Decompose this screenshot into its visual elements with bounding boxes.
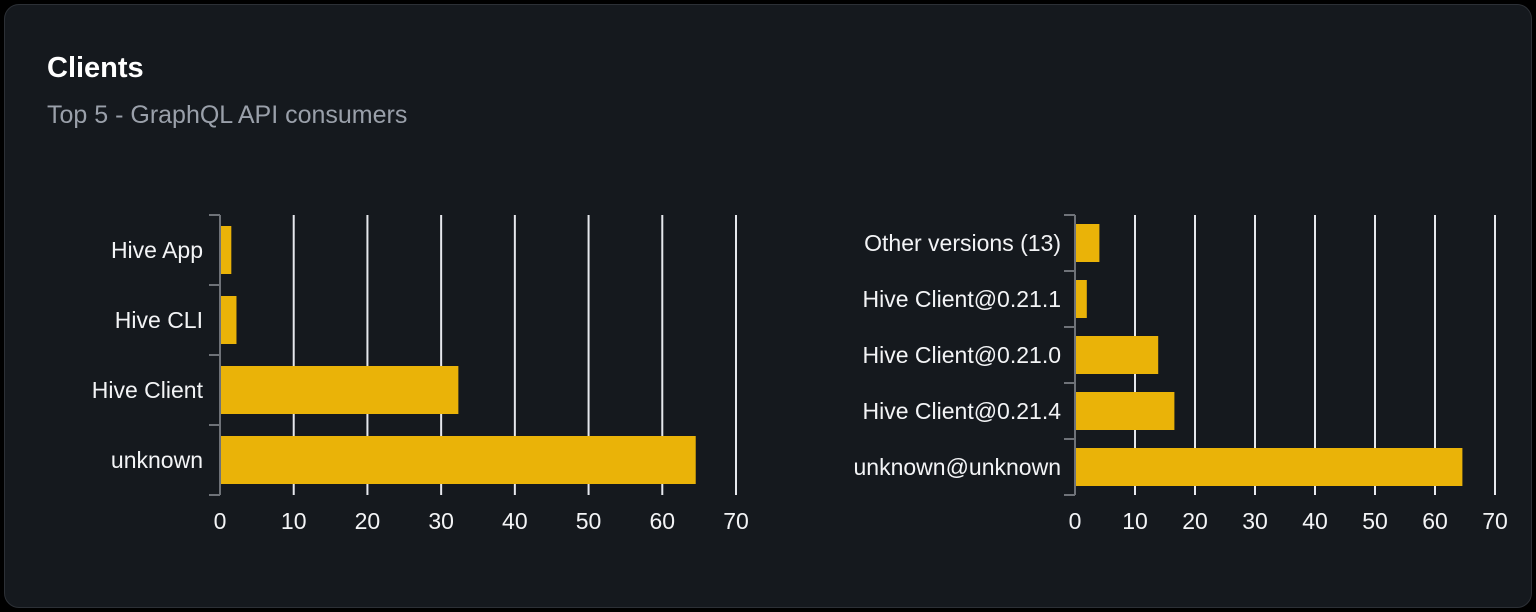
bar-unknown[interactable] [221,436,696,484]
x-tick-label-40: 40 [502,508,528,534]
x-tick-label-0: 0 [214,508,227,534]
x-tick-label-60: 60 [1422,508,1448,534]
category-label-hive-client-0-21-1: Hive Client@0.21.1 [863,286,1062,312]
x-tick-label-20: 20 [1182,508,1208,534]
bar-hive-client-0-21-1[interactable] [1076,280,1087,318]
bar-unknown-unknown[interactable] [1076,448,1463,486]
x-tick-label-40: 40 [1302,508,1328,534]
x-tick-label-20: 20 [355,508,381,534]
x-tick-label-70: 70 [1482,508,1508,534]
x-tick-label-10: 10 [281,508,307,534]
category-label-hive-app: Hive App [111,237,203,263]
category-label-hive-client: Hive Client [92,377,204,403]
bar-hive-client-0-21-4[interactable] [1076,392,1175,430]
x-tick-label-0: 0 [1069,508,1082,534]
category-label-other-versions-13: Other versions (13) [864,230,1061,256]
card-title: Clients [47,52,144,84]
category-label-hive-client-0-21-0: Hive Client@0.21.0 [863,342,1062,368]
card-subtitle: Top 5 - GraphQL API consumers [47,101,408,129]
category-label-unknown: unknown [111,447,203,473]
category-label-hive-client-0-21-4: Hive Client@0.21.4 [863,398,1062,424]
bar-other-versions-13[interactable] [1076,224,1100,262]
x-tick-label-10: 10 [1122,508,1148,534]
clients-card: Clients Top 5 - GraphQL API consumers Hi… [4,4,1532,608]
x-tick-label-30: 30 [428,508,454,534]
x-tick-label-70: 70 [723,508,749,534]
clients-by-version-bar-chart: Other versions (13) Hive Client@0.21.1 Hiv… [854,214,1508,534]
x-tick-label-60: 60 [649,508,675,534]
category-label-hive-cli: Hive CLI [115,307,203,333]
bar-hive-app[interactable] [221,226,232,274]
x-tick-label-30: 30 [1242,508,1268,534]
x-tick-label-50: 50 [1362,508,1388,534]
bar-hive-client-0-21-0[interactable] [1076,336,1159,374]
bar-hive-cli[interactable] [221,296,237,344]
category-label-unknown-unknown: unknown@unknown [854,454,1061,480]
clients-by-name-bar-chart: Hive App Hive CLI Hive Client unknown 0 10 20 3… [92,214,749,534]
bar-hive-client[interactable] [221,366,459,414]
x-tick-label-50: 50 [576,508,602,534]
